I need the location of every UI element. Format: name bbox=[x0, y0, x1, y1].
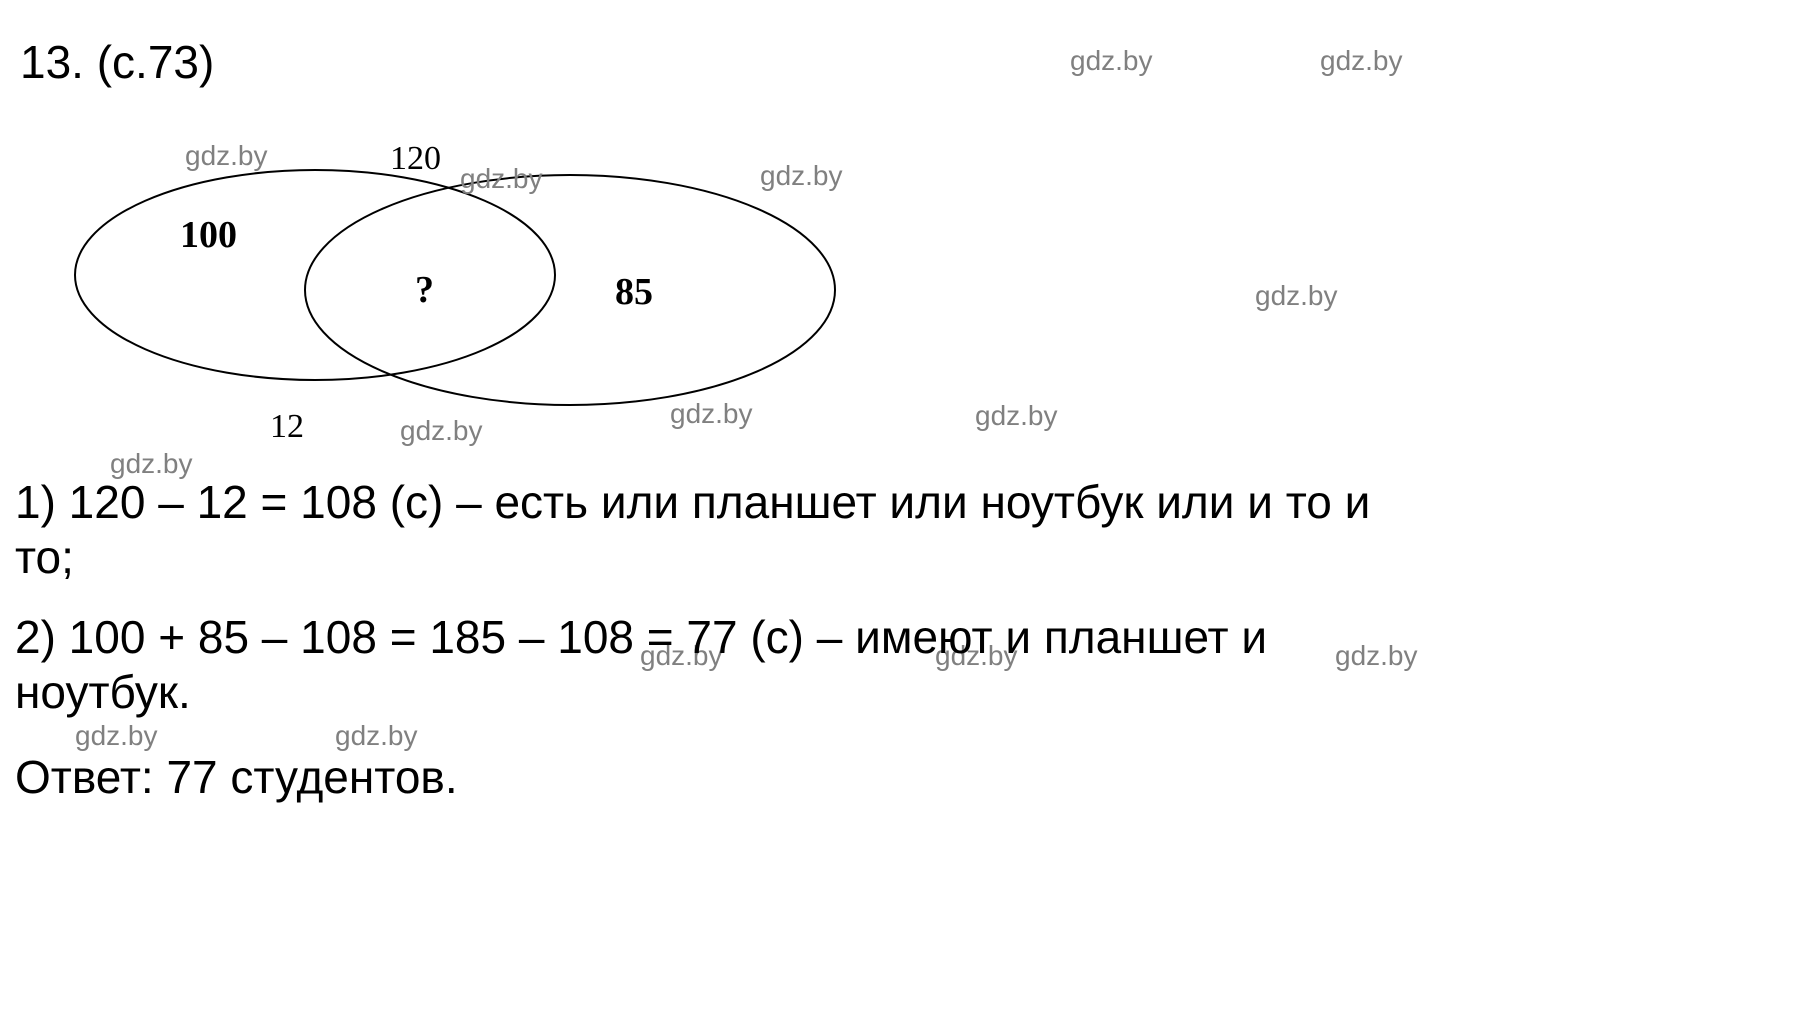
watermark-text: gdz.by bbox=[760, 160, 843, 192]
watermark-text: gdz.by bbox=[460, 163, 543, 195]
watermark-text: gdz.by bbox=[400, 415, 483, 447]
watermark-text: gdz.by bbox=[185, 140, 268, 172]
venn-ellipse-left bbox=[75, 170, 555, 380]
watermark-text: gdz.by bbox=[1320, 45, 1403, 77]
watermark-text: gdz.by bbox=[1255, 280, 1338, 312]
watermark-text: gdz.by bbox=[1070, 45, 1153, 77]
watermark-text: gdz.by bbox=[335, 720, 418, 752]
solution-step-2: 2) 100 + 85 – 108 = 185 – 108 = 77 (с) –… bbox=[15, 610, 1415, 720]
watermark-text: gdz.by bbox=[975, 400, 1058, 432]
venn-center-value: ? bbox=[415, 268, 434, 312]
venn-left-value: 100 bbox=[180, 213, 237, 257]
venn-ellipse-right bbox=[305, 175, 835, 405]
venn-right-value: 85 bbox=[615, 270, 653, 314]
watermark-text: gdz.by bbox=[670, 398, 753, 430]
venn-top-label: 120 bbox=[390, 140, 441, 178]
answer-text: Ответ: 77 студентов. bbox=[15, 750, 458, 804]
watermark-text: gdz.by bbox=[75, 720, 158, 752]
venn-bottom-label: 12 bbox=[270, 408, 304, 446]
solution-step-1: 1) 120 – 12 = 108 (с) – есть или планшет… bbox=[15, 475, 1435, 585]
venn-diagram bbox=[0, 0, 900, 450]
